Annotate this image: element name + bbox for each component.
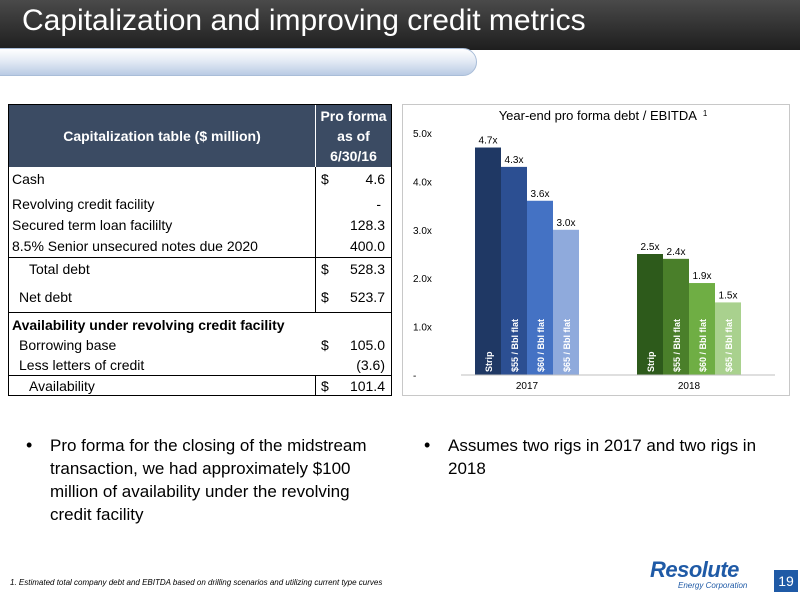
chart-bar [663, 258, 689, 375]
bar-data-label: 3.0x [557, 218, 576, 229]
row-value: 105.0 [349, 337, 385, 353]
table-row: Net debt $ 523.7 [9, 287, 391, 307]
row-label: Net debt [19, 289, 72, 305]
table-row: Cash $ 4.6 [9, 169, 391, 189]
row-label: Revolving credit facility [12, 196, 155, 212]
page-number: 19 [774, 570, 798, 592]
bar-category-label: $55 / Bbl flat [672, 319, 682, 372]
bar-category-label: $65 / Bbl flat [562, 319, 572, 372]
row-value: 523.7 [349, 289, 385, 305]
logo-subtitle: Energy Corporation [678, 581, 748, 590]
row-label: Secured term loan facililty [12, 217, 173, 233]
group-label: 2017 [516, 381, 539, 392]
bullet-text: Assumes two rigs in 2017 and two rigs in… [448, 436, 757, 478]
bar-data-label: 1.5x [719, 290, 738, 301]
chart-bar [715, 302, 741, 375]
header-col-line-3: 6/30/16 [330, 148, 377, 164]
bar-category-label: Strip [646, 351, 656, 372]
row-value: 101.4 [349, 378, 385, 394]
row-divider [9, 257, 391, 258]
row-currency: $ [321, 171, 329, 187]
row-label: Borrowing base [19, 337, 117, 353]
y-tick-label: 5.0x [413, 129, 432, 140]
capitalization-table: Capitalization table ($ million) Pro for… [8, 104, 392, 396]
bullet-dot: • [424, 435, 431, 455]
table-header: Capitalization table ($ million) Pro for… [9, 105, 391, 167]
bar-data-label: 4.3x [505, 155, 524, 166]
y-tick-label: 2.0x [413, 274, 432, 285]
footnote: 1. Estimated total company debt and EBIT… [10, 578, 383, 587]
row-label: Cash [12, 171, 45, 187]
table-row: Revolving credit facility - [9, 194, 391, 214]
row-divider [9, 375, 391, 376]
bar-data-label: 2.5x [641, 242, 660, 253]
row-label: Availability under revolving credit faci… [12, 317, 285, 333]
row-value: (3.6) [356, 357, 385, 373]
group-label: 2018 [678, 381, 701, 392]
table-header-label: Capitalization table ($ million) [63, 128, 261, 144]
bar-data-label: 4.7x [479, 136, 498, 147]
header-accent-bar [0, 48, 477, 76]
column-divider [315, 167, 316, 257]
row-label: Less letters of credit [19, 357, 145, 373]
table-row: Borrowing base $ 105.0 [9, 335, 391, 355]
chart-bar [689, 283, 715, 375]
bar-data-label: 2.4x [667, 247, 686, 258]
table-row: Availability under revolving credit faci… [9, 315, 391, 335]
debt-ebitda-chart: Year-end pro forma debt / EBITDA 1 - 1.0x… [402, 104, 790, 396]
bullet-dot: • [26, 435, 33, 455]
header-col-line-2: as of [337, 128, 370, 144]
table-row: Availability $ 101.4 [9, 376, 391, 396]
row-divider [9, 312, 391, 313]
table-row: Total debt $ 528.3 [9, 259, 391, 279]
row-currency: $ [321, 261, 329, 277]
page-title: Capitalization and improving credit metr… [22, 4, 586, 37]
table-header-column: Pro forma as of 6/30/16 [315, 105, 391, 167]
bar-category-label: Strip [484, 351, 494, 372]
bar-data-label: 3.6x [531, 189, 550, 200]
chart-bar [553, 229, 579, 375]
row-value: 4.6 [365, 171, 385, 187]
header-col-line-1: Pro forma [320, 108, 387, 124]
row-currency: $ [321, 337, 329, 353]
row-value: 528.3 [349, 261, 385, 277]
bar-category-label: $55 / Bbl flat [510, 319, 520, 372]
row-label: Availability [29, 378, 95, 394]
row-currency: $ [321, 289, 329, 305]
bar-category-label: $60 / Bbl flat [536, 319, 546, 372]
company-logo: Resolute Energy Corporation [650, 557, 760, 591]
row-label: 8.5% Senior unsecured notes due 2020 [12, 238, 258, 254]
chart-bar [475, 147, 501, 375]
svg-text:Year-end pro forma debt / EBIT: Year-end pro forma debt / EBITDA 1 [499, 108, 708, 123]
chart-bar [501, 166, 527, 375]
y-tick-label: - [413, 371, 416, 382]
table-row: Less letters of credit (3.6) [9, 355, 391, 375]
column-divider [315, 257, 316, 312]
row-value: - [376, 196, 381, 212]
bar-data-label: 1.9x [693, 271, 712, 282]
y-tick-label: 4.0x [413, 177, 432, 188]
y-tick-label: 3.0x [413, 226, 432, 237]
chart-title-superscript: 1 [703, 109, 708, 118]
chart-bar [637, 254, 663, 375]
row-currency: $ [321, 378, 329, 394]
column-divider [315, 375, 316, 395]
chart-canvas: Year-end pro forma debt / EBITDA 1 - 1.0x… [413, 108, 775, 392]
row-value: 128.3 [349, 217, 385, 233]
bullet-text: Pro forma for the closing of the midstre… [50, 436, 367, 524]
row-label: Total debt [29, 261, 90, 277]
chart-bar [527, 200, 553, 375]
bar-category-label: $65 / Bbl flat [724, 319, 734, 372]
row-value: 400.0 [349, 238, 385, 254]
chart-title: Year-end pro forma debt / EBITDA [499, 108, 698, 123]
table-row: Secured term loan facililty 128.3 [9, 215, 391, 235]
table-row: 8.5% Senior unsecured notes due 2020 400… [9, 236, 391, 256]
header-bar: Capitalization and improving credit metr… [0, 0, 800, 50]
y-tick-label: 1.0x [413, 323, 432, 334]
bar-category-label: $60 / Bbl flat [698, 319, 708, 372]
logo-wordmark: Resolute [650, 557, 739, 582]
